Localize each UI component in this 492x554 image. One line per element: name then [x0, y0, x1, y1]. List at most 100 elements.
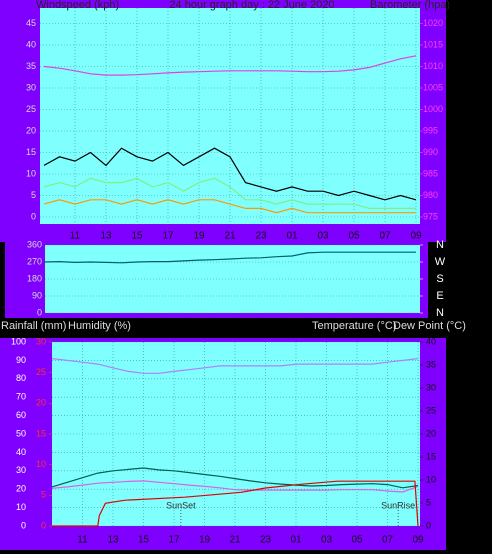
y2-label: Temperature (°C) — [312, 320, 396, 332]
y3-tick-label: 15 — [36, 428, 46, 438]
y-tick-label: 90 — [32, 290, 42, 300]
y2-tick-label: 1010 — [423, 61, 443, 71]
y2-tick-label: E — [436, 290, 443, 302]
y-tick-label: 100 — [11, 336, 26, 346]
x-tick-label: 13 — [107, 535, 119, 546]
y2-tick-label: 0 — [426, 520, 431, 530]
x-tick-label: 11 — [77, 535, 88, 546]
y3-tick-label: 25 — [36, 367, 46, 377]
series-line — [43, 199, 416, 214]
y-tick-label: 40 — [16, 447, 26, 457]
series-line — [43, 251, 416, 264]
y2-tick-label: 20 — [426, 428, 436, 438]
x-tick-label: 07 — [379, 231, 391, 242]
y2-tick-label: 40 — [426, 336, 436, 346]
y-tick-label: 30 — [16, 465, 26, 475]
y-tick-label: 180 — [27, 273, 42, 283]
y-tick-label: 30 — [26, 82, 36, 92]
y-tick-label: 20 — [16, 484, 26, 494]
x-tick-label: 23 — [255, 231, 267, 242]
x-tick-label: 09 — [412, 535, 424, 546]
x-tick-label: 11 — [70, 231, 81, 242]
series-line — [43, 147, 417, 201]
y2-tick-label: 30 — [426, 382, 436, 392]
x-tick-label: 03 — [317, 231, 329, 242]
y2-tick-label: 985 — [423, 168, 438, 178]
y2-tick-label: 1015 — [423, 39, 443, 49]
x-tick-label: 15 — [131, 231, 143, 242]
y3-tick-label: 20 — [36, 398, 46, 408]
x-tick-label: 19 — [193, 231, 205, 242]
y2-tick-label: 15 — [426, 451, 436, 461]
y-tick-label: 40 — [26, 39, 36, 49]
y-tick-label: 90 — [16, 355, 26, 365]
x-tick-label: 23 — [260, 535, 272, 546]
x-tick-label: 17 — [168, 535, 180, 546]
y2-tick-label: 990 — [423, 147, 438, 157]
y2-tick-label: 995 — [423, 125, 438, 135]
series-line — [51, 480, 419, 493]
x-tick-label: 03 — [321, 535, 333, 546]
x-tick-label: 09 — [410, 231, 422, 242]
y-tick-label: 270 — [27, 256, 42, 266]
x-tick-label: 21 — [229, 535, 241, 546]
y-label: Humidity (%) — [68, 320, 131, 332]
y2-tick-label: 980 — [423, 190, 438, 200]
y2-tick-label: 975 — [423, 211, 438, 221]
x-tick-label: 01 — [290, 535, 302, 546]
y-tick-label: 5 — [31, 190, 36, 200]
series-line — [43, 55, 417, 76]
y-tick-label: 15 — [26, 147, 36, 157]
y2b-label: Dew Point (°C) — [393, 320, 466, 332]
x-tick-label: 13 — [100, 231, 112, 242]
y3-tick-label: 30 — [36, 336, 46, 346]
series-line — [43, 177, 416, 209]
y-label: Windspeed (kph) — [36, 0, 119, 11]
series-line — [52, 480, 419, 527]
y-tick-label: 50 — [16, 428, 26, 438]
y-tick-label: 20 — [26, 125, 36, 135]
y2-tick-label: N — [436, 239, 444, 251]
y-tick-label: 10 — [26, 168, 36, 178]
y-tick-label: 10 — [16, 502, 26, 512]
y-tick-label: 0 — [21, 520, 26, 530]
annotation: SunSet — [166, 500, 196, 510]
y-tick-label: 25 — [26, 104, 36, 114]
series-line — [51, 467, 419, 489]
y-tick-label: 360 — [27, 239, 42, 249]
y2-tick-label: 1020 — [423, 18, 443, 28]
y-tick-label: 35 — [26, 61, 36, 71]
x-tick-label: 05 — [348, 231, 360, 242]
y3-tick-label: 5 — [41, 490, 46, 500]
series-line — [51, 358, 419, 374]
x-tick-label: 15 — [138, 535, 150, 546]
title: 24 hour graph day : 22 June 2020 — [169, 0, 334, 11]
y-tick-label: 70 — [16, 392, 26, 402]
y2-tick-label: N — [436, 307, 444, 319]
y2-tick-label: S — [436, 273, 443, 285]
y3-label: Rainfall (mm) — [1, 320, 66, 332]
y2-tick-label: 5 — [426, 497, 431, 507]
y-tick-label: 0 — [31, 211, 36, 221]
x-tick-label: 17 — [162, 231, 174, 242]
y2-label: Barometer (hpa) — [370, 0, 450, 11]
annotation: SunRise — [381, 500, 415, 510]
x-tick-label: 07 — [382, 535, 394, 546]
x-tick-label: 19 — [199, 535, 211, 546]
x-tick-label: 21 — [224, 231, 236, 242]
y3-tick-label: 0 — [41, 520, 46, 530]
y2-tick-label: 35 — [426, 359, 436, 369]
y2-tick-label: 25 — [426, 405, 436, 415]
x-tick-label: 05 — [351, 535, 363, 546]
y-tick-label: 45 — [26, 18, 36, 28]
y-tick-label: 80 — [16, 373, 26, 383]
y2-tick-label: 10 — [426, 474, 436, 484]
y2-tick-label: 1000 — [423, 104, 443, 114]
y2-tick-label: W — [435, 256, 446, 268]
x-tick-label: 01 — [286, 231, 298, 242]
y3-tick-label: 10 — [36, 459, 46, 469]
y-tick-label: 60 — [16, 410, 26, 420]
y-tick-label: 0 — [37, 307, 42, 317]
y2-tick-label: 1005 — [423, 82, 443, 92]
